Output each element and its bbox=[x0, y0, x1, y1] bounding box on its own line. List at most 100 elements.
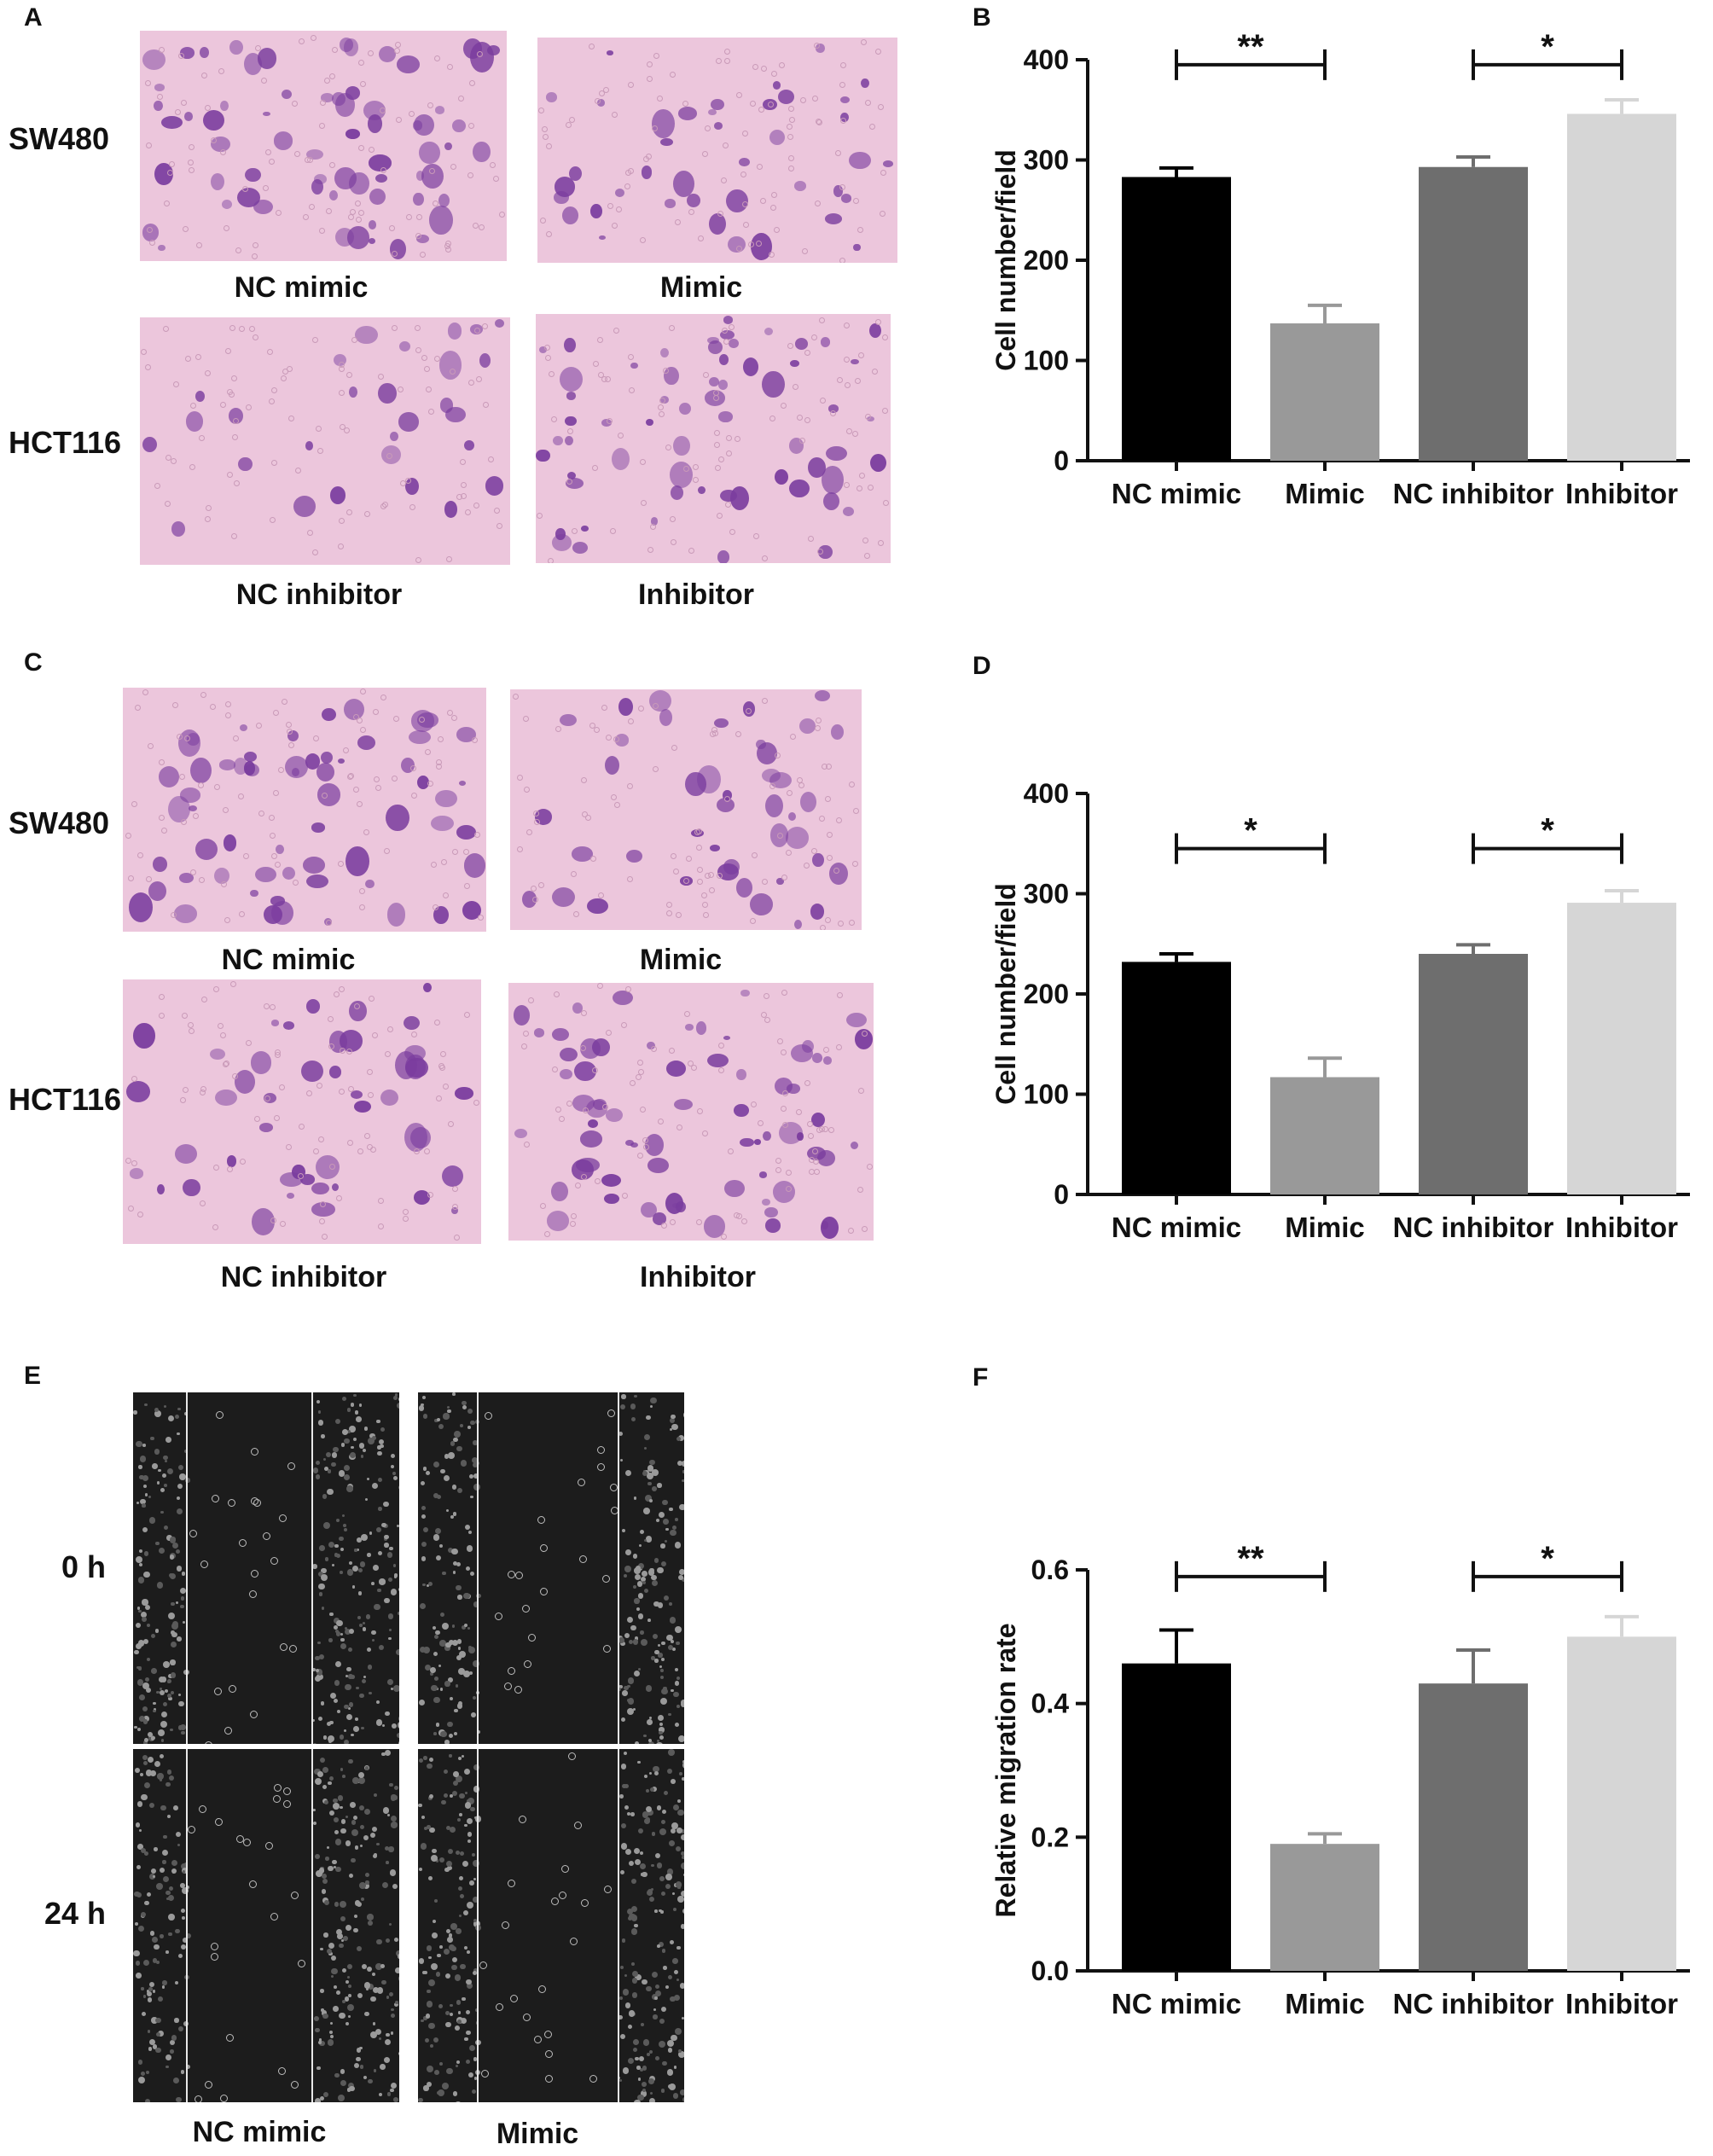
membrane-pore bbox=[286, 1143, 293, 1150]
membrane-pore bbox=[272, 790, 279, 797]
cell-sheet-dot bbox=[627, 1684, 630, 1688]
cell-sheet-dot bbox=[371, 1582, 375, 1586]
membrane-pore bbox=[540, 218, 547, 224]
membrane-pore bbox=[851, 861, 858, 868]
migrated-cell bbox=[607, 1409, 616, 1417]
cell-sheet-dot bbox=[332, 1859, 337, 1865]
stained-cell bbox=[348, 386, 358, 398]
cell-sheet-dot bbox=[457, 1886, 462, 1891]
membrane-pore bbox=[494, 508, 501, 514]
cell-sheet-dot bbox=[157, 1996, 163, 2002]
stained-cell bbox=[129, 892, 154, 923]
cell-sheet-dot bbox=[423, 1647, 430, 1654]
cell-sheet-dot bbox=[330, 1692, 337, 1699]
cell-sheet-dot bbox=[444, 1454, 450, 1459]
cell-sheet-dot bbox=[338, 2094, 346, 2101]
wound-edge-line bbox=[186, 1392, 189, 1744]
membrane-pore bbox=[367, 1069, 374, 1076]
cell-sheet-dot bbox=[138, 1926, 145, 1932]
membrane-pore bbox=[368, 146, 375, 153]
cell-sheet-dot bbox=[144, 1677, 150, 1682]
cell-sheet-dot bbox=[679, 1983, 684, 1989]
cell-sheet-dot bbox=[344, 1626, 348, 1630]
cell-sheet-dot bbox=[317, 1642, 321, 1645]
stained-cell bbox=[195, 838, 218, 860]
cell-sheet-dot bbox=[358, 1776, 366, 1784]
cell-sheet-dot bbox=[465, 1792, 468, 1795]
membrane-pore bbox=[683, 878, 690, 885]
cell-sheet-dot bbox=[446, 2067, 453, 2074]
cell-sheet-dot bbox=[136, 1440, 142, 1448]
cell-sheet-dot bbox=[459, 1793, 465, 1799]
cell-sheet-dot bbox=[376, 1843, 380, 1846]
stained-cell bbox=[154, 84, 165, 91]
cell-sheet-dot bbox=[314, 2098, 322, 2102]
membrane-pore bbox=[224, 347, 231, 354]
membrane-pore bbox=[786, 1186, 793, 1193]
cell-sheet-dot bbox=[670, 1529, 676, 1537]
membrane-pore bbox=[643, 1143, 650, 1150]
migrated-cell bbox=[589, 2074, 597, 2083]
cell-sheet-dot bbox=[154, 1944, 160, 1950]
cell-sheet-dot bbox=[331, 1451, 338, 1458]
membrane-pore bbox=[781, 403, 787, 410]
stained-cell bbox=[456, 825, 476, 840]
cell-sheet-dot bbox=[668, 1839, 676, 1846]
membrane-pore bbox=[339, 1089, 346, 1095]
membrane-pore bbox=[223, 807, 229, 814]
cell-sheet-dot bbox=[159, 1687, 163, 1691]
membrane-pore bbox=[220, 881, 227, 888]
stained-cell bbox=[774, 468, 789, 485]
stained-cell bbox=[399, 341, 411, 352]
membrane-pore bbox=[479, 224, 485, 230]
membrane-pore bbox=[469, 80, 476, 87]
membrane-pore bbox=[696, 1108, 703, 1115]
cell-sheet-dot bbox=[642, 2038, 650, 2046]
migrated-cell bbox=[596, 1462, 605, 1471]
cell-sheet-dot bbox=[185, 1932, 192, 1938]
cell-sheet-dot bbox=[661, 1820, 665, 1825]
membrane-pore bbox=[741, 1218, 748, 1225]
stained-cell bbox=[514, 1128, 527, 1138]
cell-sheet-dot bbox=[669, 1617, 676, 1624]
cell-sheet-dot bbox=[450, 1441, 456, 1446]
cell-sheet-dot bbox=[624, 1973, 628, 1978]
membrane-pore bbox=[145, 363, 152, 370]
migrated-cell bbox=[277, 2067, 286, 2076]
cell-sheet-dot bbox=[346, 1666, 351, 1672]
membrane-pore bbox=[206, 504, 212, 511]
cell-sheet-dot bbox=[344, 1464, 351, 1472]
cell-sheet-dot bbox=[455, 2064, 458, 2067]
stained-cell bbox=[650, 517, 658, 526]
cell-sheet-dot bbox=[473, 1967, 479, 1973]
membrane-pore bbox=[238, 910, 245, 917]
membrane-pore bbox=[467, 171, 473, 178]
stained-cell bbox=[669, 462, 693, 488]
cell-sheet-dot bbox=[183, 1449, 188, 1453]
membrane-pore bbox=[839, 257, 845, 263]
membrane-pore bbox=[481, 323, 488, 329]
membrane-pore bbox=[252, 334, 258, 340]
membrane-pore bbox=[231, 532, 238, 539]
migrated-cell bbox=[224, 1726, 233, 1735]
membrane-pore bbox=[438, 736, 444, 743]
cell-sheet-dot bbox=[640, 1873, 644, 1876]
membrane-pore bbox=[288, 415, 295, 421]
stained-cell bbox=[826, 446, 847, 462]
membrane-pore bbox=[629, 387, 636, 394]
cell-sheet-dot bbox=[135, 1622, 142, 1628]
cell-sheet-dot bbox=[171, 1871, 175, 1874]
cell-sheet-dot bbox=[353, 1927, 358, 1933]
membrane-pore bbox=[386, 452, 392, 459]
membrane-pore bbox=[543, 1230, 550, 1237]
cell-sheet-dot bbox=[657, 1602, 664, 1608]
cell-sheet-dot bbox=[665, 1883, 671, 1890]
cell-sheet-dot bbox=[359, 1881, 367, 1889]
cell-sheet-dot bbox=[443, 1949, 450, 1956]
migrated-cell bbox=[602, 1645, 611, 1653]
cell-sheet-dot bbox=[625, 1469, 632, 1476]
stained-cell bbox=[414, 113, 435, 137]
cell-sheet-dot bbox=[333, 1699, 338, 1704]
cell-sheet-dot bbox=[141, 1502, 147, 1508]
